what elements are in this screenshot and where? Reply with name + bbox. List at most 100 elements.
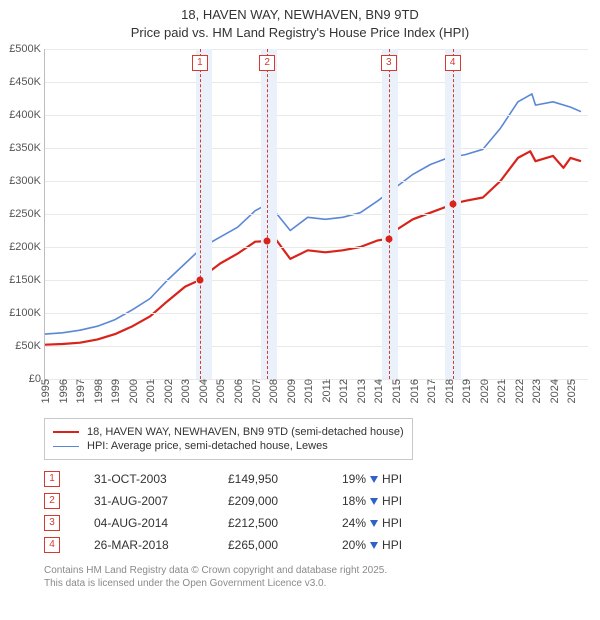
xtick-label: 2003 <box>178 379 192 403</box>
chart-wrap: £0£50K£100K£150K£200K£250K£300K£350K£400… <box>44 49 588 380</box>
event-badge: 2 <box>259 55 275 71</box>
legend-label: 18, HAVEN WAY, NEWHAVEN, BN9 9TD (semi-d… <box>87 426 404 438</box>
sales-delta: 24% HPI <box>342 516 402 530</box>
sales-row: 1 31-OCT-2003 £149,950 19% HPI <box>44 468 588 490</box>
legend: 18, HAVEN WAY, NEWHAVEN, BN9 9TD (semi-d… <box>44 418 413 460</box>
xtick-label: 1997 <box>73 379 87 403</box>
xtick-label: 2013 <box>354 379 368 403</box>
xtick-label: 2000 <box>126 379 140 403</box>
legend-swatch <box>53 431 79 433</box>
sales-date: 31-OCT-2003 <box>94 472 194 486</box>
sales-date: 31-AUG-2007 <box>94 494 194 508</box>
footer-line1: Contains HM Land Registry data © Crown c… <box>44 564 588 577</box>
sale-marker <box>449 201 456 208</box>
chart-container: { "title": { "line1": "18, HAVEN WAY, NE… <box>0 0 600 590</box>
ytick-label: £200K <box>9 241 45 253</box>
ytick-label: £350K <box>9 142 45 154</box>
sales-badge: 1 <box>44 471 60 487</box>
highlight-band <box>382 49 398 379</box>
sales-delta-suffix: HPI <box>382 516 402 530</box>
xtick-label: 2004 <box>196 379 210 403</box>
sales-badge: 2 <box>44 493 60 509</box>
event-badge: 4 <box>445 55 461 71</box>
sales-date: 26-MAR-2018 <box>94 538 194 552</box>
gridline-h <box>45 115 588 116</box>
xtick-label: 2015 <box>389 379 403 403</box>
xtick-label: 2005 <box>213 379 227 403</box>
gridline-h <box>45 49 588 50</box>
sale-marker <box>264 238 271 245</box>
sales-delta-pct: 24% <box>342 516 366 530</box>
event-line <box>453 49 454 379</box>
xtick-label: 2006 <box>231 379 245 403</box>
arrow-down-icon <box>370 520 378 527</box>
legend-swatch <box>53 446 79 447</box>
xtick-label: 2009 <box>284 379 298 403</box>
xtick-label: 2017 <box>424 379 438 403</box>
xtick-label: 2020 <box>477 379 491 403</box>
plot-area: £0£50K£100K£150K£200K£250K£300K£350K£400… <box>44 49 588 380</box>
xtick-label: 2023 <box>529 379 543 403</box>
sales-price: £265,000 <box>228 538 308 552</box>
footer: Contains HM Land Registry data © Crown c… <box>44 564 588 590</box>
event-line <box>389 49 390 379</box>
gridline-h <box>45 148 588 149</box>
arrow-down-icon <box>370 542 378 549</box>
xtick-label: 1998 <box>91 379 105 403</box>
gridline-h <box>45 181 588 182</box>
sales-badge: 3 <box>44 515 60 531</box>
event-line <box>200 49 201 379</box>
xtick-label: 2010 <box>301 379 315 403</box>
ytick-label: £50K <box>15 340 45 352</box>
sales-delta-suffix: HPI <box>382 472 402 486</box>
sales-delta-pct: 20% <box>342 538 366 552</box>
sale-marker <box>385 235 392 242</box>
ytick-label: £500K <box>9 43 45 55</box>
sales-table: 1 31-OCT-2003 £149,950 19% HPI 2 31-AUG-2007 £2… <box>44 468 588 556</box>
xtick-label: 2008 <box>266 379 280 403</box>
footer-line2: This data is licensed under the Open Gov… <box>44 577 588 590</box>
sales-price: £149,950 <box>228 472 308 486</box>
title-subtitle: Price paid vs. HM Land Registry's House … <box>0 24 600 42</box>
ytick-label: £400K <box>9 109 45 121</box>
ytick-label: £250K <box>9 208 45 220</box>
sales-delta-suffix: HPI <box>382 538 402 552</box>
highlight-band <box>261 49 277 379</box>
gridline-h <box>45 313 588 314</box>
sales-delta: 18% HPI <box>342 494 402 508</box>
xtick-label: 2011 <box>319 379 333 403</box>
gridline-h <box>45 247 588 248</box>
xtick-label: 2014 <box>371 379 385 403</box>
sales-row: 4 26-MAR-2018 £265,000 20% HPI <box>44 534 588 556</box>
sales-row: 2 31-AUG-2007 £209,000 18% HPI <box>44 490 588 512</box>
gridline-h <box>45 214 588 215</box>
xtick-label: 2025 <box>564 379 578 403</box>
sales-price: £209,000 <box>228 494 308 508</box>
xtick-label: 2007 <box>249 379 263 403</box>
xtick-label: 1996 <box>56 379 70 403</box>
sales-price: £212,500 <box>228 516 308 530</box>
legend-row: HPI: Average price, semi-detached house,… <box>53 439 404 453</box>
xtick-label: 1995 <box>38 379 52 403</box>
event-line <box>267 49 268 379</box>
xtick-label: 2016 <box>407 379 421 403</box>
arrow-down-icon <box>370 476 378 483</box>
ytick-label: £150K <box>9 274 45 286</box>
xtick-label: 1999 <box>108 379 122 403</box>
event-badge: 1 <box>192 55 208 71</box>
sales-badge: 4 <box>44 537 60 553</box>
xtick-label: 2021 <box>494 379 508 403</box>
sales-delta-pct: 18% <box>342 494 366 508</box>
title-address: 18, HAVEN WAY, NEWHAVEN, BN9 9TD <box>0 6 600 24</box>
sales-delta-suffix: HPI <box>382 494 402 508</box>
xtick-label: 2024 <box>547 379 561 403</box>
sales-date: 04-AUG-2014 <box>94 516 194 530</box>
title-block: 18, HAVEN WAY, NEWHAVEN, BN9 9TD Price p… <box>0 0 600 41</box>
xtick-label: 2019 <box>459 379 473 403</box>
xtick-label: 2012 <box>336 379 350 403</box>
ytick-label: £300K <box>9 175 45 187</box>
sales-delta-pct: 19% <box>342 472 366 486</box>
gridline-h <box>45 82 588 83</box>
ytick-label: £450K <box>9 76 45 88</box>
highlight-band <box>196 49 212 379</box>
